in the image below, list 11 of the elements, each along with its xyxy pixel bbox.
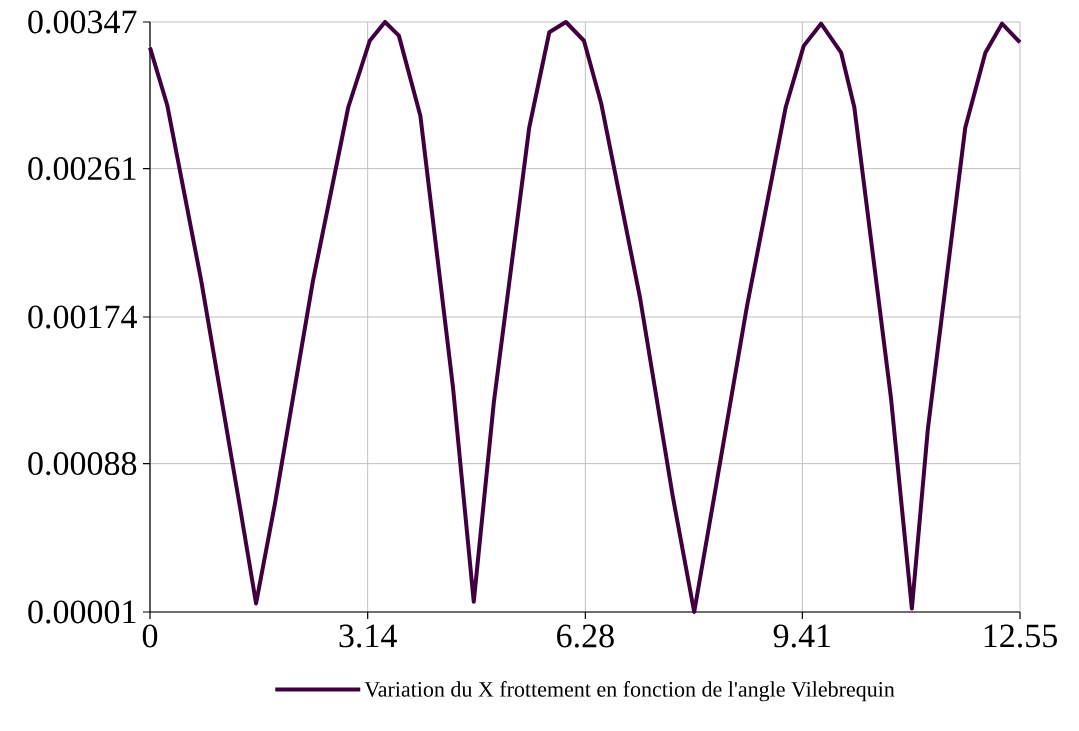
x-tick-label: 9.41 — [773, 624, 831, 648]
y-tick-label: 0.00261 — [28, 157, 136, 181]
x-tick-label: 6.28 — [557, 624, 614, 648]
y-tick-label: 0.00174 — [28, 305, 137, 329]
x-tick-label: 0 — [142, 624, 158, 648]
x-tick-label: 3.14 — [339, 624, 397, 648]
legend-label: Variation du X frottement en fonction de l'angle Vilebrequin — [364, 681, 895, 702]
y-tick-label: 0.00347 — [28, 10, 137, 34]
x-tick-label: 12.55 — [984, 624, 1057, 648]
y-tick-label: 0.00001 — [28, 600, 136, 624]
y-tick-label: 0.00088 — [28, 452, 137, 476]
